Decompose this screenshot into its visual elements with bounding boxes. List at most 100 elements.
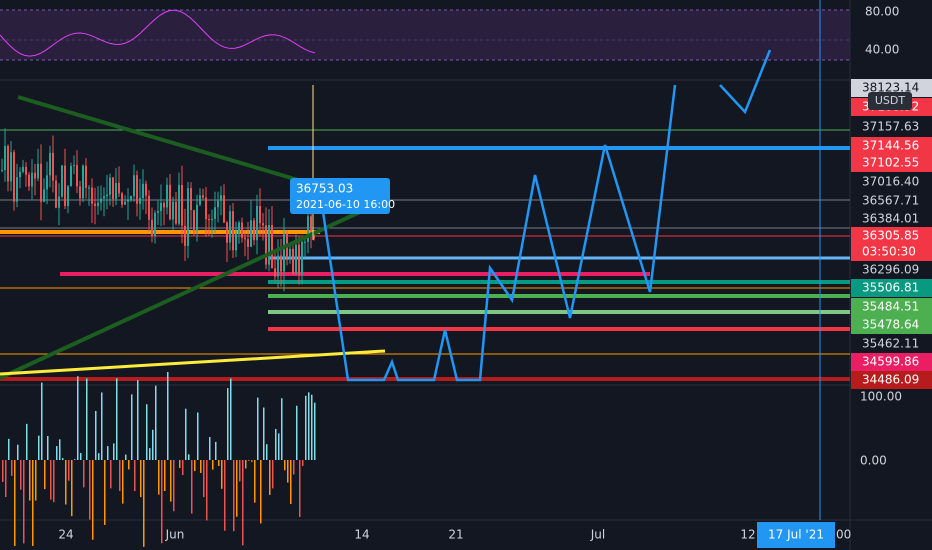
hist-bar (197, 412, 199, 460)
trend-line (0, 210, 361, 380)
hist-bar (80, 453, 82, 460)
hist-bar (185, 408, 187, 460)
candle (16, 177, 18, 202)
price-label: 35478.64 (862, 318, 919, 332)
candle (58, 196, 60, 208)
candle (91, 187, 93, 204)
candle (148, 195, 150, 220)
candle (304, 241, 306, 243)
hist-bar (38, 435, 40, 460)
hist-bar (92, 460, 94, 540)
currency[interactable]: USDT (875, 94, 906, 107)
hist-bar (173, 460, 175, 512)
candle (112, 177, 114, 200)
price-label-bg (851, 261, 932, 279)
hist-bar (59, 439, 61, 460)
hist-bar (17, 444, 19, 460)
hist-bar (206, 460, 208, 521)
hist-bar (257, 397, 259, 460)
candle (163, 202, 165, 208)
candle (196, 204, 198, 231)
horizontal-lines (0, 129, 850, 381)
candle (109, 177, 111, 195)
candle (151, 219, 153, 236)
cursor-time: 00 (836, 528, 851, 542)
hist-bar (2, 460, 4, 482)
hist-bar (167, 372, 169, 460)
price-label: 37157.63 (862, 120, 919, 134)
candle (46, 175, 48, 190)
hist-bar (77, 376, 79, 460)
candle (61, 165, 63, 197)
candle (7, 145, 9, 182)
hist-bar (29, 460, 31, 501)
hist-bar (287, 460, 289, 483)
hist-bar (269, 460, 271, 495)
hist-bar (110, 460, 112, 489)
price-label-bg (851, 210, 932, 228)
hist-bar (182, 460, 184, 476)
hist-bar (233, 460, 235, 532)
price-label: 36567.71 (862, 194, 919, 208)
candle (166, 184, 168, 208)
candle (178, 184, 180, 224)
hist-bar (251, 460, 253, 463)
candle (175, 201, 177, 224)
candle (172, 201, 174, 220)
price-label: 34599.86 (862, 355, 919, 369)
candle (139, 197, 141, 204)
candle (274, 268, 276, 277)
hist-bar (20, 460, 22, 490)
candle (235, 233, 237, 251)
candle (256, 206, 258, 241)
hist-bar (53, 460, 55, 503)
candle (49, 152, 51, 176)
candle (52, 152, 54, 181)
hist-bar (47, 435, 49, 460)
price-label: 37102.55 (862, 156, 919, 170)
candle (115, 182, 117, 200)
hist-bar (23, 460, 25, 544)
hist-bar (209, 437, 211, 460)
candle (220, 195, 222, 201)
hist-bar (71, 460, 73, 517)
candle (55, 180, 57, 208)
hist-bar (203, 460, 205, 498)
hist-bar (248, 460, 250, 461)
candle (250, 220, 252, 247)
candle (217, 200, 219, 208)
hist-bar (152, 429, 154, 460)
candle (22, 166, 24, 172)
candle (283, 233, 285, 272)
candle (37, 163, 39, 179)
hist-bar (62, 458, 64, 460)
candle (103, 196, 105, 199)
hist-bar (134, 460, 136, 492)
candle (88, 187, 90, 189)
candle (238, 222, 240, 234)
price-label-bg (851, 154, 932, 172)
candle (82, 165, 84, 199)
hist-bar (83, 460, 85, 488)
price-label-bg (851, 298, 932, 316)
hist-bar (212, 460, 214, 470)
hist-bar (227, 388, 229, 460)
hist-bar (302, 460, 304, 466)
hist-bar (8, 438, 10, 460)
hist-bar (86, 378, 88, 460)
hist-bar (164, 460, 166, 492)
currency-badge[interactable] (868, 92, 912, 110)
hist-bar (137, 380, 139, 460)
candle (10, 152, 12, 182)
candle (4, 145, 6, 170)
hist-bar (188, 454, 190, 460)
tooltip-price: 36753.03 (296, 182, 353, 196)
hist-bar (5, 460, 7, 497)
candle (97, 202, 99, 206)
hist-bar (113, 443, 115, 460)
hist-bar (143, 460, 145, 547)
hist-bar (44, 460, 46, 490)
candle (241, 222, 243, 238)
candle (160, 202, 162, 212)
candle (118, 182, 120, 194)
